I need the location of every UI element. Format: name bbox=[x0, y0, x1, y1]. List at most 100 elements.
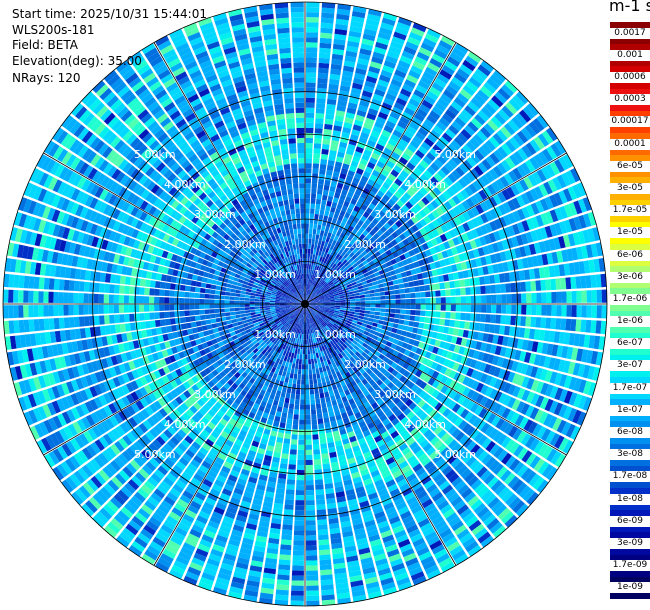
range-gate-cell bbox=[316, 277, 320, 283]
range-gate-cell bbox=[541, 130, 554, 144]
range-gate-cell bbox=[426, 152, 436, 162]
range-gate-cell bbox=[358, 53, 371, 61]
range-gate-cell bbox=[550, 278, 557, 291]
range-gate-cell bbox=[387, 115, 398, 125]
range-gate-cell bbox=[309, 374, 313, 380]
range-gate-cell bbox=[306, 540, 317, 546]
range-gate-cell bbox=[354, 295, 360, 299]
range-gate-cell bbox=[373, 148, 383, 156]
range-gate-cell bbox=[492, 165, 503, 178]
range-gate-cell bbox=[395, 309, 401, 314]
range-gate-cell bbox=[425, 304, 431, 311]
range-gate-cell bbox=[444, 281, 451, 289]
range-gate-cell bbox=[326, 401, 332, 408]
range-gate-cell bbox=[403, 46, 417, 56]
range-gate-cell bbox=[423, 323, 430, 330]
range-gate-cell bbox=[428, 190, 438, 199]
range-gate-cell bbox=[427, 212, 436, 222]
range-gate-cell bbox=[372, 93, 384, 102]
range-gate-cell bbox=[284, 433, 291, 440]
range-gate-cell bbox=[322, 282, 328, 288]
range-gate-cell bbox=[362, 236, 369, 244]
range-gate-cell bbox=[348, 266, 354, 272]
range-gate-cell bbox=[330, 181, 338, 188]
range-gate-cell bbox=[315, 489, 325, 495]
range-gate-cell bbox=[285, 372, 291, 378]
range-gate-cell bbox=[349, 268, 356, 274]
range-gate-cell bbox=[395, 304, 401, 309]
range-gate-cell bbox=[450, 296, 456, 304]
range-gate-cell bbox=[355, 298, 361, 302]
range-gate-cell bbox=[307, 295, 311, 300]
range-gate-cell bbox=[321, 7, 335, 14]
range-gate-cell bbox=[474, 322, 481, 331]
range-gate-cell bbox=[352, 155, 361, 163]
range-gate-cell bbox=[434, 283, 441, 290]
range-gate-cell bbox=[387, 226, 395, 234]
range-gate-cell bbox=[355, 250, 361, 257]
range-gate-cell bbox=[305, 354, 308, 360]
range-gate-cell bbox=[371, 218, 379, 226]
range-gate-cell bbox=[366, 112, 377, 121]
range-gate-cell bbox=[418, 279, 425, 286]
range-gate-cell bbox=[533, 136, 545, 150]
range-gate-cell bbox=[486, 304, 492, 313]
range-gate-cell bbox=[321, 289, 326, 293]
range-gate-cell bbox=[328, 227, 334, 234]
range-gate-cell bbox=[484, 171, 495, 183]
range-gate-cell bbox=[360, 204, 368, 211]
range-gate-cell bbox=[298, 424, 305, 430]
range-gate-cell bbox=[308, 238, 312, 244]
range-gate-cell bbox=[361, 90, 373, 98]
range-gate-cell bbox=[290, 600, 304, 606]
range-gate-cell bbox=[466, 156, 477, 168]
range-gate-cell bbox=[306, 37, 318, 43]
range-gate-cell bbox=[376, 237, 383, 244]
range-gate-cell bbox=[290, 439, 298, 445]
range-gate-cell bbox=[305, 424, 312, 430]
range-gate-cell bbox=[406, 175, 416, 184]
range-gate-cell bbox=[314, 474, 323, 480]
range-gate-cell bbox=[321, 402, 327, 409]
range-gate-cell bbox=[348, 186, 356, 194]
range-gate-cell bbox=[278, 401, 284, 408]
range-gate-cell bbox=[395, 97, 407, 107]
range-gate-cell bbox=[434, 77, 447, 89]
range-gate-cell bbox=[444, 60, 458, 72]
range-gate-cell bbox=[456, 92, 469, 104]
range-gate-cell bbox=[421, 196, 430, 206]
range-gate-cell bbox=[305, 142, 313, 149]
range-gate-cell bbox=[275, 589, 289, 596]
range-gate-cell bbox=[505, 315, 511, 325]
range-gate-cell bbox=[451, 76, 464, 88]
range-gate-cell bbox=[435, 311, 441, 318]
range-gate-cell bbox=[517, 148, 529, 161]
range-gate-cell bbox=[312, 173, 319, 179]
range-gate-cell bbox=[410, 171, 419, 181]
range-gate-cell bbox=[462, 159, 473, 171]
range-gate-cell bbox=[429, 86, 442, 97]
range-gate-cell bbox=[425, 193, 434, 203]
range-gate-cell bbox=[383, 164, 393, 173]
range-gate-cell bbox=[305, 228, 309, 234]
range-gate-cell bbox=[385, 249, 392, 256]
range-gate-cell bbox=[378, 248, 385, 255]
range-gate-cell bbox=[315, 403, 322, 410]
range-gate-cell bbox=[308, 296, 312, 301]
range-gate-cell bbox=[376, 190, 385, 198]
range-gate-cell bbox=[561, 291, 567, 303]
range-gate-cell bbox=[298, 338, 302, 344]
range-gate-cell bbox=[317, 224, 322, 231]
range-gate-cell bbox=[308, 296, 313, 301]
range-gate-cell bbox=[309, 254, 313, 260]
range-gate-cell bbox=[313, 287, 318, 293]
range-gate-cell bbox=[379, 134, 389, 143]
range-gate-cell bbox=[596, 289, 602, 303]
range-gate-cell bbox=[286, 484, 295, 490]
range-gate-cell bbox=[390, 41, 404, 50]
range-gate-cell bbox=[322, 407, 328, 414]
range-gate-cell bbox=[284, 504, 294, 510]
range-gate-cell bbox=[440, 311, 446, 319]
range-gate-cell bbox=[305, 434, 312, 440]
range-gate-cell bbox=[360, 131, 370, 140]
